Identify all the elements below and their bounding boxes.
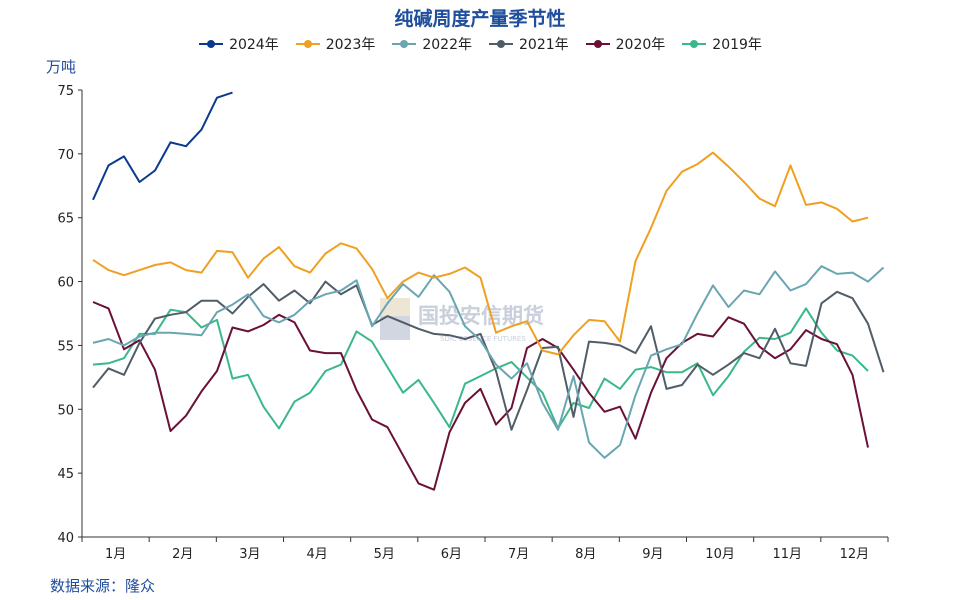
- legend-item: 2022年: [391, 34, 472, 54]
- legend-item: 2020年: [585, 34, 666, 54]
- legend-swatch: [295, 40, 320, 48]
- x-tick-label: 10月: [705, 547, 735, 562]
- legend-swatch: [585, 40, 610, 48]
- legend-swatch: [199, 40, 224, 48]
- legend-label: 2020年: [615, 37, 666, 53]
- x-tick-label: 3月: [239, 547, 260, 562]
- legend-item: 2021年: [488, 34, 569, 54]
- y-tick-label: 40: [57, 531, 74, 546]
- x-tick-label: 2月: [172, 547, 193, 562]
- y-tick-label: 75: [57, 84, 74, 99]
- x-tick-label: 8月: [575, 547, 596, 562]
- series-line: [92, 301, 869, 491]
- x-tick-label: 9月: [642, 547, 663, 562]
- y-tick-label: 70: [57, 148, 74, 163]
- x-tick-label: 6月: [441, 547, 462, 562]
- series-line: [92, 151, 869, 356]
- legend-label: 2023年: [325, 37, 376, 53]
- y-tick-label: 55: [57, 339, 74, 354]
- y-tick-label: 45: [57, 467, 74, 482]
- x-tick-label: 4月: [306, 547, 327, 562]
- legend-label: 2019年: [712, 37, 762, 53]
- x-tick-label: 11月: [772, 547, 802, 562]
- series-line: [92, 91, 233, 201]
- y-axis-unit: 万吨: [46, 58, 77, 76]
- legend: 2024年 2023年 2022年 2021年 2020年 2019年: [0, 34, 960, 54]
- series-line: [92, 265, 885, 459]
- watermark-text: 国投安信期货: [418, 304, 544, 328]
- legend-label: 2022年: [422, 37, 472, 53]
- source-note: 数据来源：隆众: [50, 577, 156, 595]
- x-tick-label: 7月: [508, 547, 529, 562]
- x-tick-label: 5月: [374, 547, 395, 562]
- legend-label: 2021年: [519, 37, 569, 53]
- legend-item: 2019年: [681, 34, 762, 54]
- legend-swatch: [489, 40, 513, 48]
- legend-swatch: [682, 40, 707, 48]
- series-line: [92, 307, 869, 430]
- legend-item: 2024年: [198, 34, 279, 54]
- x-tick-label: 12月: [840, 547, 870, 562]
- y-tick-label: 65: [57, 212, 74, 227]
- legend-label: 2024年: [229, 37, 279, 53]
- legend-item: 2023年: [295, 34, 376, 54]
- chart-title: 纯碱周度产量季节性: [394, 8, 566, 30]
- y-tick-label: 60: [57, 276, 74, 291]
- legend-swatch: [392, 40, 417, 48]
- x-tick-label: 1月: [105, 547, 126, 562]
- y-tick-label: 50: [57, 403, 74, 418]
